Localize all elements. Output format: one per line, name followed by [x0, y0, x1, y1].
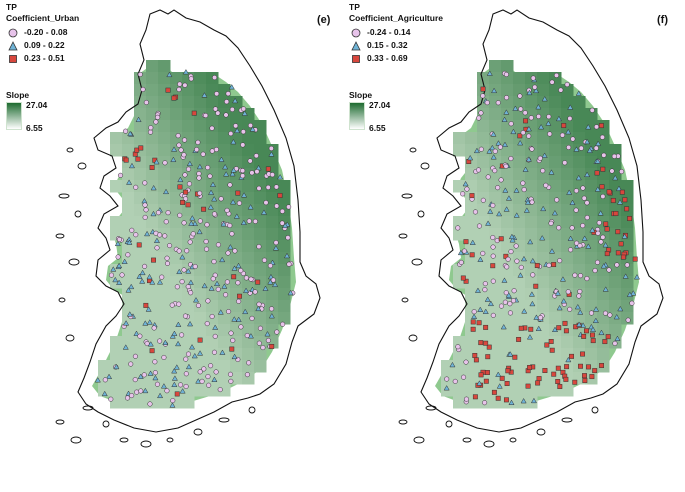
slope-gradient-bar — [349, 102, 365, 130]
panel-label: (e) — [317, 14, 331, 26]
symbol-legend: TP Coefficient_Agriculture -0.24 - 0.14 … — [349, 2, 443, 65]
legend-class-3-range: 0.33 - 0.69 — [367, 53, 408, 63]
triangle-icon — [8, 40, 18, 50]
square-icon — [352, 54, 360, 63]
map-panel-e: TP Coefficient_Urban -0.20 - 0.08 0.09 -… — [0, 0, 342, 492]
legend-class-1-range: -0.20 - 0.08 — [24, 27, 68, 37]
map-panel-f: TP Coefficient_Agriculture -0.24 - 0.14 … — [343, 0, 685, 492]
legend-class-1-range: -0.24 - 0.14 — [367, 27, 411, 37]
slope-min: 6.55 — [26, 123, 43, 133]
square-icon — [9, 54, 17, 63]
slope-min: 6.55 — [369, 123, 386, 133]
slope-max: 27.04 — [369, 100, 391, 110]
legend-subtitle: Coefficient_Urban — [6, 13, 80, 23]
panel-label: (f) — [657, 14, 668, 26]
legend-class-2: 0.09 - 0.22 — [6, 39, 79, 52]
legend-subtitle: Coefficient_Agriculture — [349, 13, 443, 23]
slope-legend: Slope 27.04 6.55 — [349, 90, 390, 133]
slope-title: Slope — [349, 90, 373, 100]
legend-class-1: -0.24 - 0.14 — [349, 26, 443, 39]
legend-class-3: 0.23 - 0.51 — [6, 52, 79, 65]
legend-title: TP — [6, 2, 17, 12]
triangle-icon — [351, 40, 361, 50]
symbol-legend: TP Coefficient_Urban -0.20 - 0.08 0.09 -… — [6, 2, 79, 65]
korea-map — [55, 9, 321, 448]
slope-legend: Slope 27.04 6.55 — [6, 90, 47, 133]
circle-icon — [351, 28, 361, 37]
legend-title: TP — [349, 2, 360, 12]
legend-class-3: 0.33 - 0.69 — [349, 52, 443, 65]
slope-gradient-bar — [6, 102, 22, 130]
slope-title: Slope — [6, 90, 30, 100]
legend-class-2-range: 0.09 - 0.22 — [24, 40, 65, 50]
circle-icon — [8, 28, 18, 37]
legend-class-3-range: 0.23 - 0.51 — [24, 53, 65, 63]
legend-class-2: 0.15 - 0.32 — [349, 39, 443, 52]
legend-class-2-range: 0.15 - 0.32 — [367, 40, 408, 50]
slope-max: 27.04 — [26, 100, 48, 110]
legend-class-1: -0.20 - 0.08 — [6, 26, 79, 39]
korea-map — [398, 9, 664, 448]
